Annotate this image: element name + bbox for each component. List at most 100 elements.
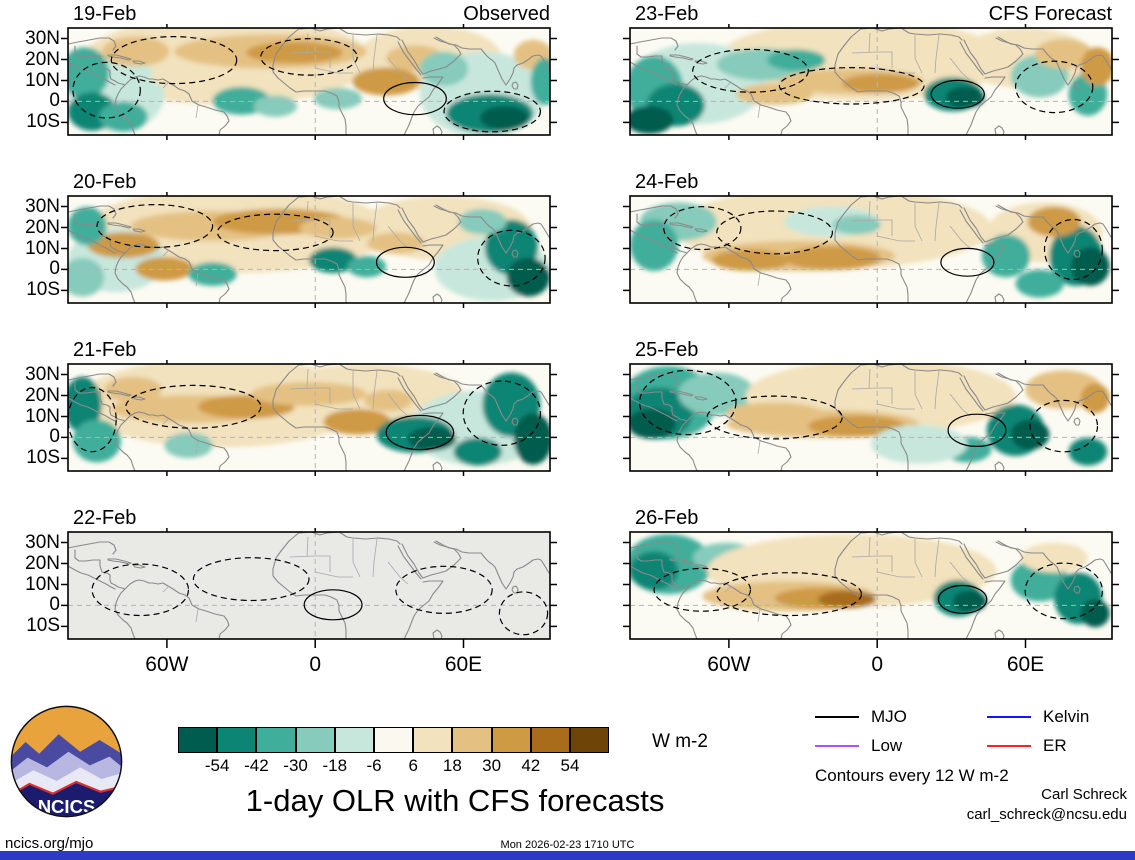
map-panel-25-Feb: 25-Feb	[623, 339, 1119, 476]
lon-label: 60E	[444, 653, 483, 676]
colorbar-tick-label: -54	[204, 756, 230, 775]
map-21-Feb	[61, 360, 557, 476]
contour-interval-note: Contours every 12 W m-2	[815, 766, 1009, 785]
colorbar-swatches	[178, 727, 610, 753]
lat-label: 10S	[26, 615, 60, 637]
legend-label: Kelvin	[1043, 707, 1090, 726]
colorbar-tick-label: 18	[442, 756, 462, 775]
legend-item-kelvin: Kelvin	[987, 707, 1127, 727]
panel-date: 26-Feb	[635, 507, 699, 529]
map-panel-24-Feb: 24-Feb	[623, 171, 1119, 308]
colorbar-tick-label: -18	[322, 756, 348, 775]
lat-label: 10N	[25, 405, 60, 427]
legend-line-mjo-icon	[815, 716, 859, 718]
lat-label: 20N	[25, 216, 60, 238]
figure-title: 1-day OLR with CFS forecasts	[245, 783, 665, 818]
lat-label: 0	[49, 90, 60, 112]
lat-label: 20N	[25, 48, 60, 70]
map-panel-23-Feb: 23-Feb CFS Forecast	[623, 3, 1119, 140]
colorbar-tick-label: -6	[366, 756, 382, 775]
colorbar: -54 -42 -30 -18 -6 6 18 30 42 54	[178, 727, 610, 777]
lat-label: 10S	[26, 447, 60, 469]
panel-date: 23-Feb	[635, 3, 699, 25]
legend-label: ER	[1043, 736, 1067, 755]
legend-line-er-icon	[987, 745, 1031, 747]
legend-line-low-icon	[815, 745, 859, 747]
lat-label: 10N	[25, 237, 60, 259]
legend-item-mjo: MJO	[815, 707, 987, 727]
colorbar-tick-label: -42	[244, 756, 269, 775]
map-panel-26-Feb: 26-Feb 60W 0 60E	[623, 507, 1119, 676]
footer-bar	[0, 851, 1135, 860]
lat-label: 10N	[25, 69, 60, 91]
lon-label: 60E	[1006, 653, 1045, 676]
map-26-Feb	[623, 528, 1119, 648]
map-panel-19-Feb: 19-Feb Observed 30N 20N 10N 0 10S	[25, 3, 557, 140]
lat-label: 0	[49, 258, 60, 280]
legend-item-er: ER	[987, 736, 1127, 756]
legend-item-low: Low	[815, 736, 987, 756]
colorbar-labels: -54 -42 -30 -18 -6 6 18 30 42 54	[178, 753, 609, 777]
legend-line-kelvin-icon	[987, 716, 1031, 718]
lat-label: 30N	[25, 195, 60, 217]
map-25-Feb	[623, 360, 1119, 476]
panel-date: 20-Feb	[73, 171, 137, 193]
column-header: CFS Forecast	[988, 3, 1112, 25]
column-header: Observed	[463, 3, 550, 25]
colorbar-swatch	[452, 727, 492, 753]
ncics-logo: NCICS	[10, 705, 123, 818]
lat-label: 10S	[26, 111, 60, 133]
lat-label: 0	[49, 426, 60, 448]
map-24-Feb	[623, 192, 1119, 308]
panel-date: 19-Feb	[73, 3, 137, 25]
colorbar-swatch	[530, 727, 570, 753]
lat-label: 10S	[26, 279, 60, 301]
map-panel-22-Feb: 22-Feb 30N 20N 10N 0 10S 60W 0 60E	[25, 507, 557, 676]
map-19-Feb	[61, 24, 557, 140]
colorbar-tick-label: 6	[408, 756, 418, 775]
colorbar-swatch	[334, 727, 374, 753]
colorbar-tick-label: 42	[521, 756, 541, 775]
lat-label: 20N	[25, 552, 60, 574]
lat-label: 10N	[25, 573, 60, 595]
panel-date: 22-Feb	[73, 507, 137, 529]
lon-label: 60W	[145, 653, 189, 676]
colorbar-swatch	[413, 727, 453, 753]
panel-date: 24-Feb	[635, 171, 699, 193]
credit-block: Carl Schreck carl_schreck@ncsu.edu	[967, 785, 1127, 825]
credit-email: carl_schreck@ncsu.edu	[966, 806, 1127, 823]
lat-label: 30N	[25, 531, 60, 553]
map-23-Feb	[623, 24, 1119, 140]
ncics-logo-text: NCICS	[38, 796, 96, 817]
lat-label: 20N	[25, 384, 60, 406]
colorbar-swatch	[373, 727, 414, 753]
lat-label: 0	[49, 594, 60, 616]
panel-date: 25-Feb	[635, 339, 699, 361]
colorbar-tick-label: -30	[283, 756, 308, 775]
colorbar-swatch	[569, 727, 610, 753]
lon-label: 60W	[707, 653, 751, 676]
colorbar-units: W m-2	[652, 731, 708, 752]
legend-label: MJO	[871, 707, 907, 726]
lon-label: 0	[309, 653, 322, 676]
colorbar-swatch	[491, 727, 531, 753]
wave-legend: MJO Kelvin Low ER	[815, 707, 1127, 756]
colorbar-tick-label: 54	[560, 756, 580, 775]
legend-label: Low	[871, 736, 903, 755]
lat-label: 30N	[25, 27, 60, 49]
lon-label: 0	[871, 653, 884, 676]
map-20-Feb	[61, 192, 557, 308]
map-22-Feb	[61, 528, 557, 648]
colorbar-swatch	[178, 727, 218, 753]
panel-date: 21-Feb	[73, 339, 137, 361]
site-url: ncics.org/mjo	[5, 835, 94, 852]
colorbar-swatch	[256, 727, 296, 753]
colorbar-swatch	[217, 727, 257, 753]
map-panel-20-Feb: 20-Feb 30N 20N 10N 0 10S	[25, 171, 557, 308]
colorbar-swatch	[295, 727, 335, 753]
logo-mountains	[11, 706, 122, 817]
colorbar-tick-label: 30	[482, 756, 502, 775]
timestamp: Mon 2026-02-23 1710 UTC	[500, 839, 635, 851]
credit-name: Carl Schreck	[1041, 786, 1127, 803]
